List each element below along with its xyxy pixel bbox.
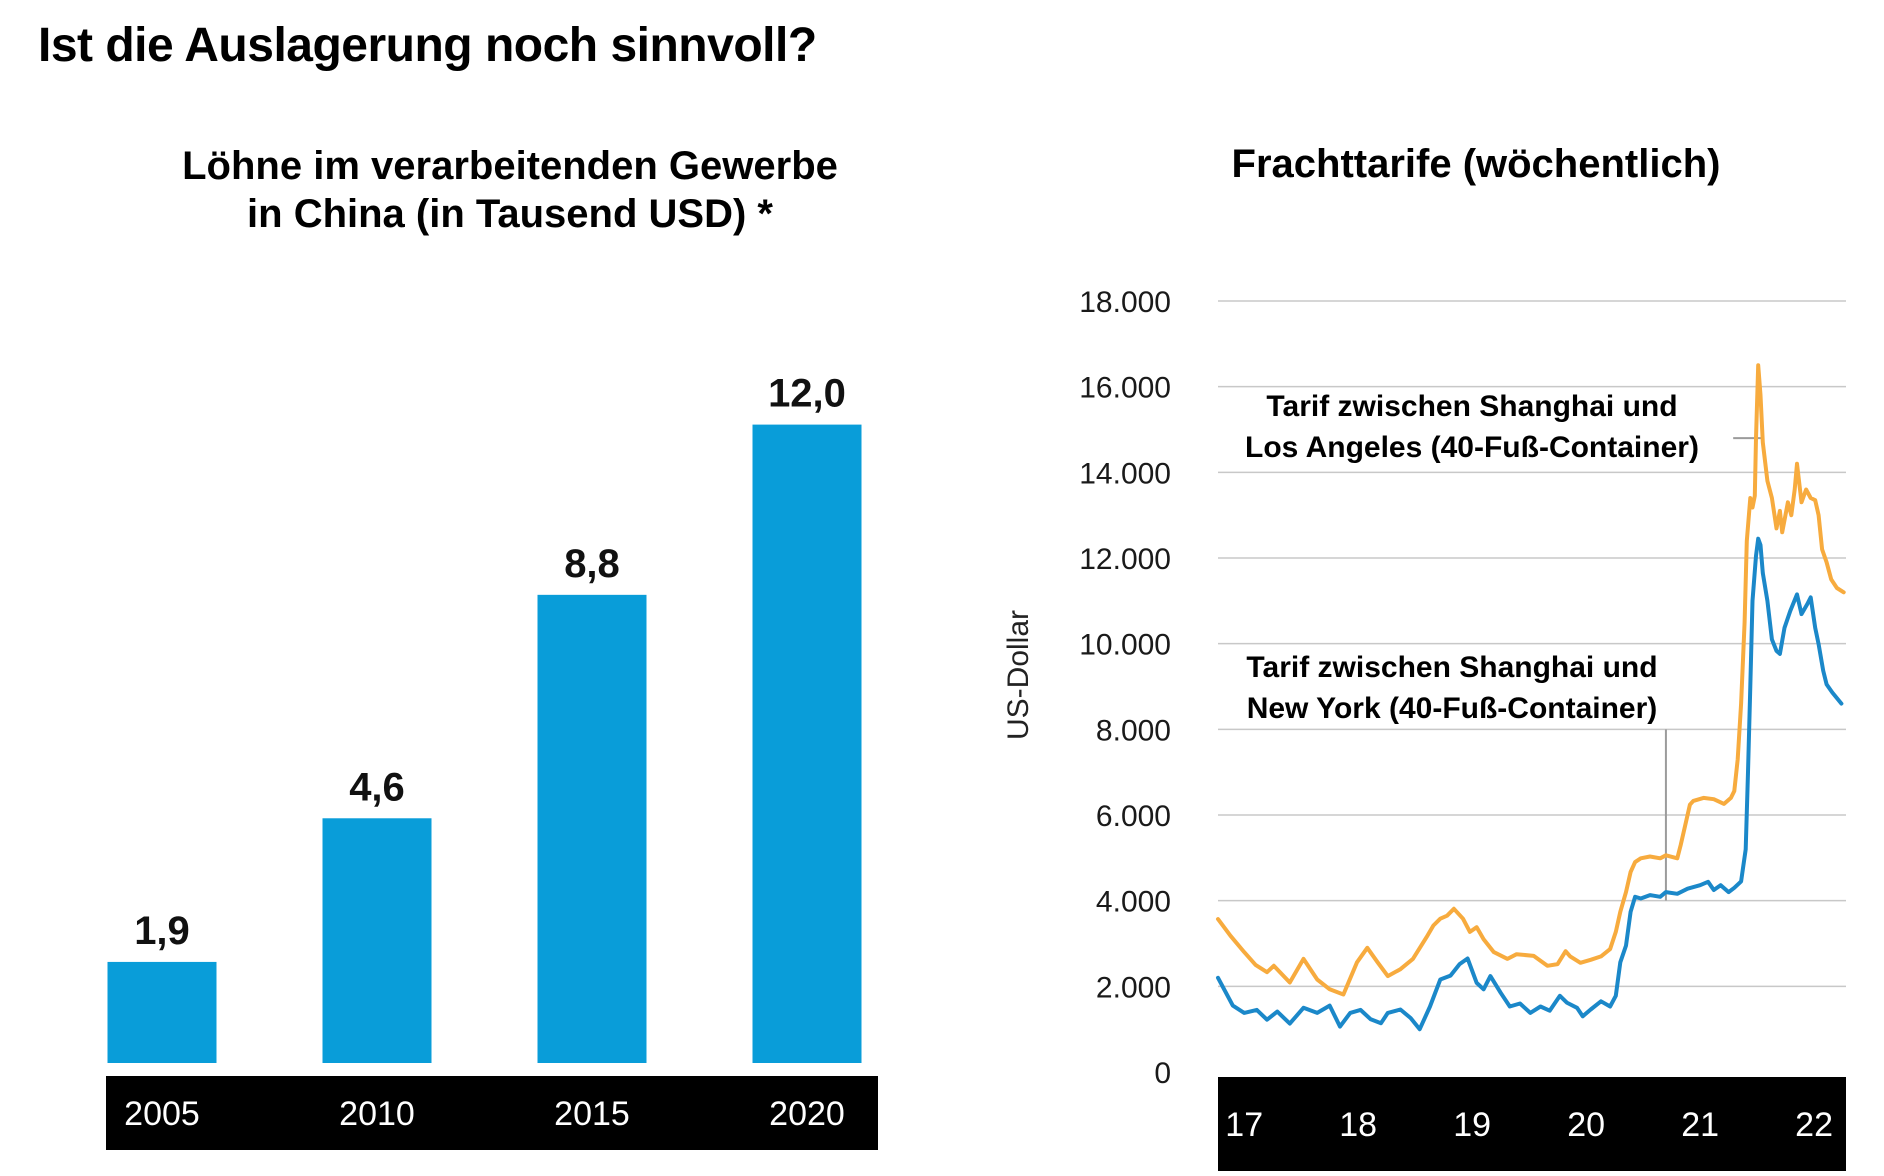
y-axis-title: US-Dollar [1002, 610, 1035, 740]
x-axis-year-label: 19 [1453, 1106, 1491, 1144]
bar-chart-title: Löhne im verarbeitenden Gewerbe in China… [160, 142, 860, 238]
y-tick-label: 0 [1154, 1057, 1171, 1090]
y-tick-label: 18.000 [1079, 286, 1171, 319]
bar-chart-title-line1: Löhne im verarbeitenden Gewerbe [182, 144, 838, 188]
bar-axis-year-label: 2020 [769, 1095, 845, 1133]
legend-newyork: Tarif zwischen Shanghai und New York (40… [1102, 647, 1802, 729]
y-tick-label: 14.000 [1079, 457, 1171, 490]
bar-axis-band [106, 1076, 878, 1150]
x-axis-year-label: 22 [1795, 1106, 1833, 1144]
x-axis-year-label: 18 [1339, 1106, 1377, 1144]
legend-newyork-line1: Tarif zwischen Shanghai und [1246, 651, 1658, 684]
x-axis-year-label: 21 [1681, 1106, 1719, 1144]
bar-value-label: 1,9 [134, 909, 190, 953]
x-axis-year-label: 20 [1567, 1106, 1605, 1144]
x-axis-year-label: 17 [1225, 1106, 1263, 1144]
y-tick-label: 4.000 [1096, 886, 1171, 919]
bar-chart-title-line2: in China (in Tausend USD) * [247, 192, 773, 236]
y-tick-label: 10.000 [1079, 629, 1171, 662]
y-tick-label: 16.000 [1079, 372, 1171, 405]
legend-losangeles-line2: Los Angeles (40-Fuß-Container) [1245, 431, 1699, 464]
page-title: Ist die Auslagerung noch sinnvoll? [38, 19, 817, 72]
x-axis-band [1218, 1077, 1846, 1171]
series-newyork-line [1216, 536, 1844, 1032]
bar-axis-year-label: 2015 [554, 1095, 630, 1133]
bar-axis-year-label: 2005 [124, 1095, 200, 1133]
bar-value-label: 12,0 [768, 372, 846, 416]
bar-chart-svg: 1,9 2005 4,6 2010 8,8 2015 12,0 2020 [106, 372, 878, 1150]
bar [537, 594, 647, 1063]
bar [752, 424, 862, 1064]
legend-newyork-line2: New York (40-Fuß-Container) [1246, 692, 1658, 725]
line-chart-title: Frachttarife (wöchentlich) [1231, 142, 1721, 186]
bar-value-label: 4,6 [349, 765, 405, 809]
legend-losangeles: Tarif zwischen Shanghai und Los Angeles … [1122, 386, 1822, 468]
legend-losangeles-line1: Tarif zwischen Shanghai und [1266, 390, 1678, 423]
bar-axis-year-label: 2010 [339, 1095, 415, 1133]
bar [322, 818, 432, 1063]
bar [107, 961, 217, 1063]
series-losangeles-line [1216, 363, 1846, 997]
y-tick-label: 8.000 [1096, 714, 1171, 747]
bar-value-label: 8,8 [564, 542, 620, 586]
line-chart-svg: 18.000 16.000 14.000 12.000 10.000 8.000 6.000… [1002, 286, 1846, 1171]
y-tick-label: 12.000 [1079, 543, 1171, 576]
y-tick-label: 6.000 [1096, 800, 1171, 833]
y-tick-label: 2.000 [1096, 971, 1171, 1004]
